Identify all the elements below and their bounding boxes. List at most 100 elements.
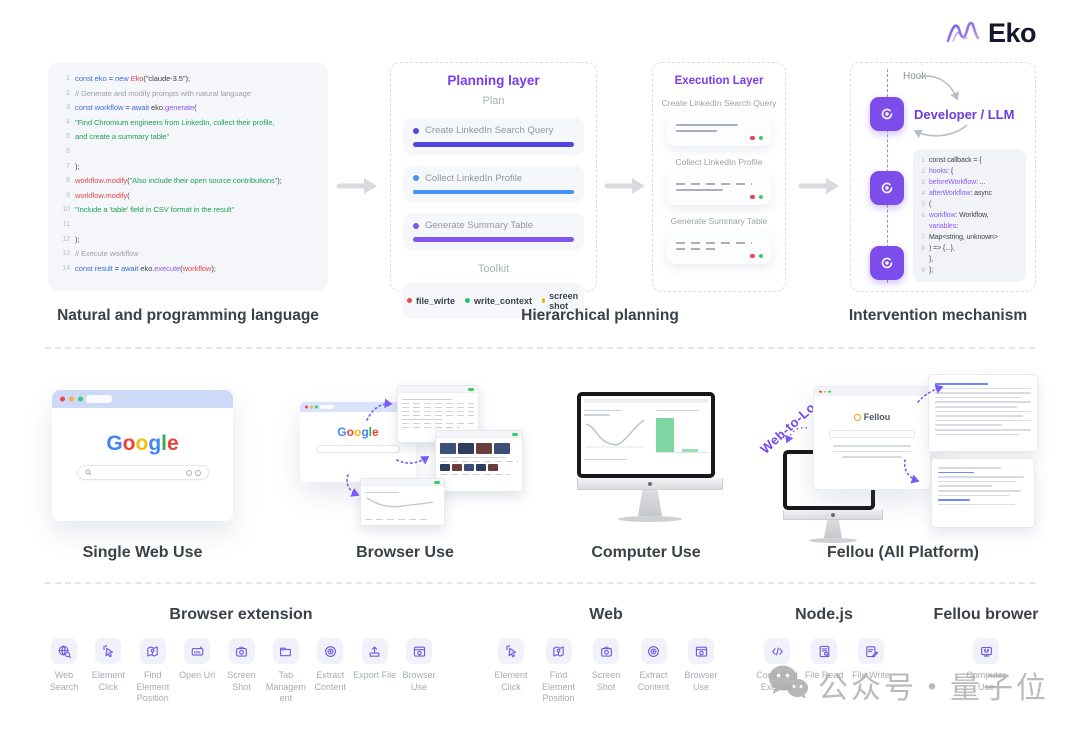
eko-wave-icon [944,14,984,53]
code-sample-panel: 1 const eko = new Eko("claude-3.5"); 2// G… [48,62,328,291]
imac-chin [783,510,883,520]
label-fellou-all-platform: Fellou (All Platform) [827,544,979,561]
tool-label: Element Click [91,670,125,692]
code-line: 4 afterWorkflow: async [921,190,992,197]
code-line: 6 workflow: Workflow, [921,212,989,219]
execution-step-label: Create LinkedIn Search Query [661,98,777,108]
tool-label: Find Element Position [541,670,576,704]
extract-content-icon [640,638,667,664]
section-title-web: Web [589,606,623,623]
toolkit-chip-label: write_context [473,295,533,306]
code-line: 10 "Include a 'table' field in CSV forma… [62,205,235,215]
bar-chart [656,407,708,455]
browser-tab [86,395,112,403]
code-lines: 1 const eko = new Eko("claude-3.5"); 2// G… [56,72,322,276]
execution-step-card [667,231,771,264]
execution-step-card [667,113,771,146]
watermark-text: 公众号・量子位 [818,670,1049,706]
fellou-input [829,430,915,438]
flow-arrow-2-icon [604,178,645,194]
tool-label: Browser Use [402,670,436,692]
execution-step-label: Generate Summary Table [670,216,768,226]
tool-label: Open Url [179,670,216,680]
hook-curve-arrow-back-icon [913,124,968,139]
code-line: }, [929,256,934,263]
toolkit-dot-icon [464,298,470,303]
tool-open-url: URL Open Url [175,638,219,705]
tools-web: Element Click Find Element Position Screen… [489,638,723,705]
imac-screen [577,392,715,478]
code-line: 7); [66,161,80,171]
task-dot-icon [413,127,419,134]
code-line: 13// Execute workflow [62,249,139,259]
apple-logo-icon [831,512,835,517]
label-computer-use: Computer Use [591,544,701,561]
toolkit-chip: write_context [464,291,533,311]
status-dots-icon [750,253,763,258]
browser-use-icon [688,638,714,664]
hook-node-3 [870,246,904,280]
code-line: 5 and create a summary table" [66,132,170,142]
code-line: 6 [66,147,70,155]
execution-layer-title: Execution Layer [674,75,764,87]
execution-layer-panel: Execution Layer Create LinkedIn Search Q… [652,62,786,292]
thumbnail-header [398,386,478,393]
svg-text:URL: URL [193,650,201,654]
browser-titlebar [300,402,416,412]
code-line: 8 ) => {...}, [921,245,955,252]
toolkit-chip-label: screen shot [549,290,579,311]
plan-task-list: Create LinkedIn Search Query Collect Link… [391,118,596,250]
fellou-logo-text: Fellou [863,412,891,422]
imac-chin [577,478,723,490]
tool-label: File Read [804,670,844,680]
tools-fellou-brower: Computer Use [964,638,1008,693]
tool-extract-content: Extract Content [308,638,352,705]
section-title-browser-extension: Browser extension [169,606,313,623]
tool-file-write: File Write [849,638,893,693]
browser-tab [320,405,334,409]
label-single-web-use: Single Web Use [82,544,203,561]
code-line: 2// Generate and modify prompts with nat… [66,88,251,98]
small-bar [682,449,698,452]
tool-label: Screen Shot [227,670,256,692]
command-execute-icon [764,638,790,664]
flow-arrow-3-icon [798,178,839,194]
toolkit-chip: screen shot [542,291,580,311]
task-label: Create LinkedIn Search Query [425,125,554,136]
web-search-icon [51,638,77,664]
execution-step-list: Create LinkedIn Search Query Collect Link… [653,98,785,264]
flow-arrow-1-icon [336,178,377,194]
toolkit-dot-icon [542,298,546,303]
google-search-input [76,465,209,480]
tool-label: Screen Shot [591,670,621,692]
file-read-icon [811,638,837,664]
tab-management-icon [272,638,299,664]
task-label: Generate Summary Table [425,220,534,231]
cycle-icon [881,108,893,120]
imac-mockup [577,392,723,522]
tool-browser-use: Browser Use [679,638,723,705]
tool-browser-use: Browser Use [397,638,441,705]
toolkit-chip: file_wirte [406,291,455,311]
hook-node-1 [870,97,904,131]
browser-titlebar [52,390,233,408]
mic-camera-icons [185,469,201,476]
toolkit-label: Toolkit [477,262,510,275]
tools-browser-extension: Web Search Element Click Find Element Posi… [42,638,441,705]
hook-label: Hook [903,71,927,82]
execution-step-card [667,172,771,205]
plan-label: Plan [482,95,505,107]
google-search-input [316,445,400,453]
code-line: 11 [62,220,70,228]
brand-name: Eko [987,18,1037,48]
imac-base [809,538,857,543]
screen-shot-icon [593,638,619,664]
section-title-nodejs: Node.js [795,606,853,623]
tool-label: Extract Content [314,670,347,692]
tool-element-click: Element Click [86,638,130,705]
caption-hierarchical-planning: Hierarchical planning [521,307,679,324]
caption-intervention-mechanism: Intervention mechanism [848,307,1028,324]
code-line: 4 "Find Chromium engineers from LinkedIn… [66,117,275,127]
browser-use-illustration: Google [295,378,523,530]
